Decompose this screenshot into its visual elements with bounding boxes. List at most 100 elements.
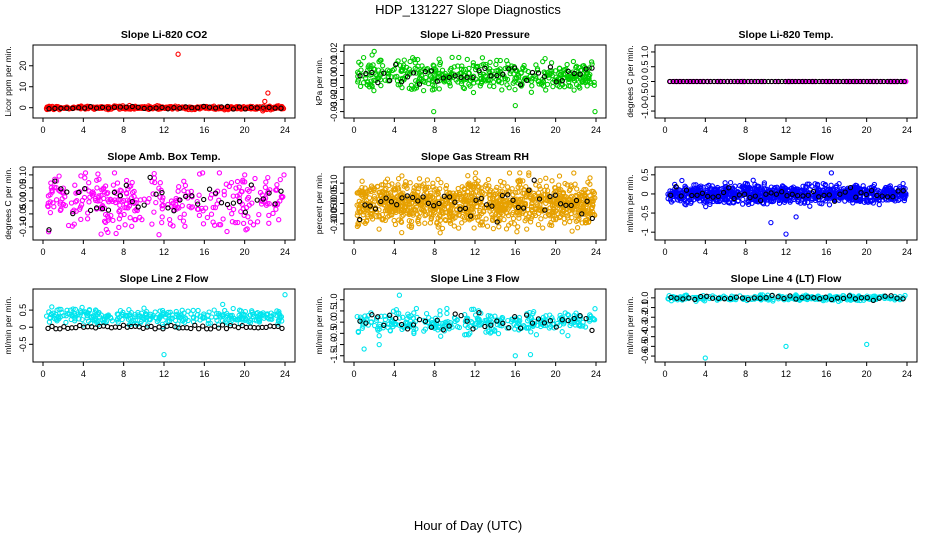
data-point (670, 78, 676, 85)
data-point (553, 79, 559, 85)
data-point (195, 201, 201, 207)
x-tick-label: 4 (392, 247, 397, 257)
data-point (382, 186, 388, 193)
data-point (498, 201, 504, 208)
data-point (180, 218, 187, 224)
data-point (123, 182, 129, 188)
data-point (82, 105, 88, 111)
data-point (270, 210, 276, 217)
data-point (260, 196, 266, 202)
data-point (556, 206, 562, 212)
x-tick-label: 20 (240, 247, 250, 257)
y-tick-label: 0.00 (18, 192, 28, 210)
data-point (224, 228, 230, 235)
data-point (881, 78, 887, 85)
data-point (583, 66, 589, 72)
data-point (540, 225, 546, 231)
outlier-point (265, 90, 271, 96)
data-point (412, 56, 418, 63)
data-point (132, 208, 138, 214)
data-point (99, 104, 106, 111)
data-point (229, 211, 235, 217)
data-point (490, 225, 497, 232)
data-point (46, 227, 52, 233)
data-point (415, 185, 422, 192)
data-point (591, 79, 597, 86)
data-point (447, 214, 453, 221)
data-point (393, 61, 399, 68)
data-point (738, 78, 744, 85)
data-point (221, 192, 227, 198)
data-point (401, 57, 407, 63)
data-point (361, 209, 367, 215)
data-point (216, 170, 223, 176)
data-point (185, 308, 191, 314)
y-axis-label: Licor ppm per min. (3, 46, 13, 116)
data-point (93, 105, 100, 111)
data-point (704, 78, 710, 85)
y-tick-label: 1.0 (329, 293, 339, 306)
data-point (260, 105, 266, 111)
data-point (403, 64, 410, 71)
outlier-point (161, 351, 167, 358)
data-point (876, 201, 882, 208)
data-point (256, 211, 262, 218)
data-point (230, 206, 237, 213)
data-point (201, 196, 207, 203)
data-point (667, 78, 673, 85)
data-point (93, 205, 100, 211)
data-point (799, 78, 805, 85)
y-axis-label: kPa per min. (314, 58, 324, 106)
data-point (71, 221, 77, 227)
data-point (581, 187, 587, 193)
data-point (459, 220, 465, 226)
data-point (52, 178, 58, 184)
data-point (588, 59, 595, 65)
data-point (135, 204, 141, 210)
data-point (412, 65, 418, 72)
data-point (98, 231, 104, 237)
data-point (469, 184, 475, 190)
data-point (566, 187, 573, 194)
y-tick-label: 0.00 (329, 195, 339, 213)
data-point (56, 173, 62, 179)
data-point (535, 78, 541, 85)
data-point (500, 71, 506, 77)
data-point (398, 207, 405, 213)
data-point (786, 78, 792, 85)
data-point (506, 170, 513, 176)
data-point (546, 75, 552, 81)
data-point (512, 201, 518, 208)
data-point (159, 214, 165, 220)
data-point (105, 190, 111, 196)
data-point (218, 104, 225, 110)
data-point (147, 105, 153, 111)
data-point (459, 213, 466, 220)
data-point (512, 65, 518, 71)
data-point (503, 226, 510, 232)
data-point (157, 180, 163, 186)
data-point (440, 209, 446, 216)
data-point (181, 211, 187, 217)
data-point (159, 197, 165, 203)
data-point (212, 204, 219, 211)
outlier-point (281, 172, 287, 178)
data-point (556, 188, 563, 194)
data-point (212, 105, 219, 111)
data-point (535, 221, 542, 228)
data-point (443, 185, 449, 192)
data-point (122, 222, 128, 228)
data-point (112, 197, 118, 203)
data-point (61, 105, 67, 112)
data-point (495, 218, 501, 224)
x-tick-label: 8 (743, 125, 748, 135)
data-point (171, 208, 177, 214)
data-point (460, 67, 467, 74)
x-tick-label: 20 (862, 247, 872, 257)
data-point (230, 106, 237, 112)
data-point (235, 219, 241, 226)
data-point (220, 301, 226, 308)
data-point (118, 188, 124, 194)
data-point (469, 203, 476, 209)
